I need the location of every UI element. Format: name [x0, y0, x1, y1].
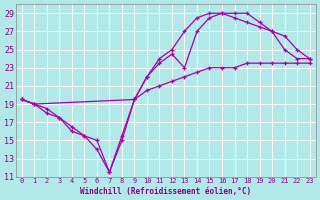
X-axis label: Windchill (Refroidissement éolien,°C): Windchill (Refroidissement éolien,°C)	[80, 187, 251, 196]
